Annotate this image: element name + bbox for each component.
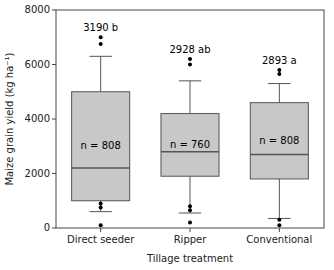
whisker-high <box>100 56 101 91</box>
flier <box>188 208 192 212</box>
x-tick <box>190 228 191 232</box>
x-tick <box>100 228 101 232</box>
box <box>72 92 130 201</box>
y-tick <box>52 64 56 65</box>
median <box>72 167 130 169</box>
n-label: n = 808 <box>81 140 121 151</box>
y-axis-label: Maize grain yield (kg ha⁻¹) <box>4 52 15 185</box>
y-tick <box>52 228 56 229</box>
x-axis-label: Tillage treatment <box>146 253 233 264</box>
cap-high <box>179 80 201 81</box>
whisker-low <box>279 179 280 219</box>
y-tick <box>52 10 56 11</box>
mean-label: 3190 b <box>83 22 118 33</box>
cap-high <box>90 56 112 57</box>
flier <box>188 63 192 67</box>
y-tick-label: 8000 <box>25 4 50 15</box>
mean-label: 2893 a <box>262 55 297 66</box>
cap-high <box>268 83 290 84</box>
y-tick <box>52 119 56 120</box>
mean-label: 2928 ab <box>169 44 210 55</box>
flier <box>188 57 192 61</box>
flier <box>99 42 103 46</box>
x-tick-label: Ripper <box>174 234 208 245</box>
flier <box>277 72 281 76</box>
median <box>250 154 308 156</box>
flier <box>277 68 281 72</box>
cap-low <box>179 213 201 214</box>
x-tick-label: Conventional <box>246 234 312 245</box>
x-tick-label: Direct seeder <box>67 234 135 245</box>
whisker-high <box>279 84 280 103</box>
flier <box>188 204 192 208</box>
y-tick-label: 0 <box>44 222 50 233</box>
flier <box>188 221 192 225</box>
flier <box>277 218 281 222</box>
flier <box>99 35 103 39</box>
x-tick <box>279 228 280 232</box>
cap-low <box>90 211 112 212</box>
chart: 0 2000 4000 6000 8000 Direct seeder Ripper Conv… <box>0 0 334 270</box>
y-tick-label: 2000 <box>25 168 50 179</box>
box-labels: n = 808 3190 b n = 760 2928 ab n = 808 2893 a <box>81 22 300 151</box>
box <box>250 103 308 179</box>
median <box>161 151 219 153</box>
plot-frame <box>56 10 324 228</box>
y-tick-label: 6000 <box>25 59 50 70</box>
flier <box>99 223 103 227</box>
flier <box>99 206 103 210</box>
boxes <box>72 35 309 227</box>
y-tick <box>52 173 56 174</box>
flier <box>99 201 103 205</box>
flier <box>277 223 281 227</box>
n-label: n = 808 <box>259 135 299 146</box>
y-tick-label: 4000 <box>25 113 50 124</box>
whisker-high <box>190 81 191 114</box>
n-label: n = 760 <box>170 139 210 150</box>
box <box>161 114 219 177</box>
